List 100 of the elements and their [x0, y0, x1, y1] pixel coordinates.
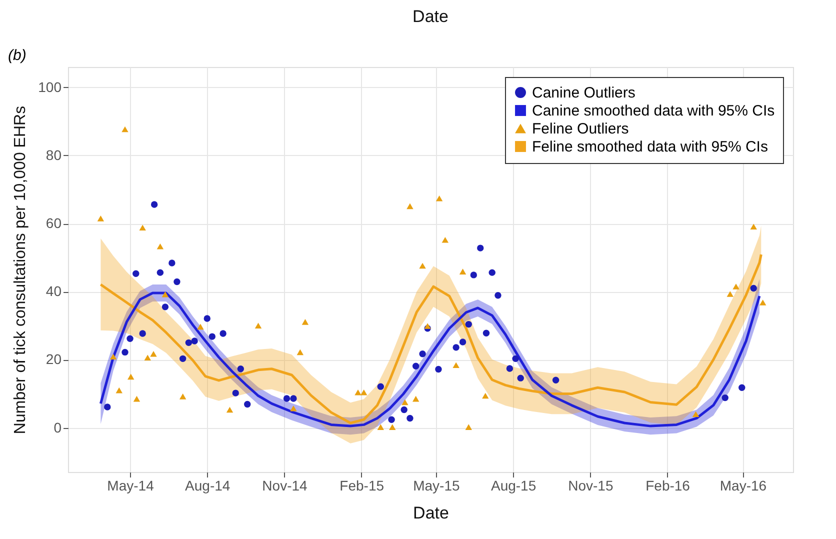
- legend-label: Feline Outliers: [532, 120, 629, 138]
- point: [494, 292, 502, 299]
- point: [139, 330, 146, 337]
- point: [470, 272, 478, 278]
- point: [738, 384, 746, 391]
- point: [512, 355, 519, 362]
- point: [162, 291, 169, 298]
- point: [133, 396, 140, 402]
- point: [400, 406, 408, 414]
- point: [459, 338, 466, 346]
- x-tick-label: May-14: [107, 478, 154, 494]
- point: [419, 350, 426, 358]
- point: [759, 300, 766, 306]
- point: [174, 278, 180, 286]
- x-tick-label: May-15: [413, 478, 460, 494]
- point: [232, 390, 239, 396]
- point: [191, 338, 198, 344]
- point: [168, 260, 176, 266]
- point: [732, 284, 740, 290]
- point: [465, 320, 472, 328]
- x-tick-label: Feb-15: [340, 478, 384, 494]
- point: [406, 203, 414, 210]
- point: [226, 406, 234, 413]
- point: [726, 291, 734, 297]
- point: [488, 269, 496, 276]
- point: [290, 405, 297, 412]
- x-tick-label: Nov-14: [262, 478, 308, 494]
- point: [406, 414, 414, 422]
- x-tick-label: Aug-14: [185, 478, 230, 494]
- point: [296, 349, 304, 356]
- point: [128, 374, 134, 380]
- point: [104, 404, 111, 410]
- point: [162, 304, 169, 310]
- point: [750, 224, 757, 230]
- point: [139, 224, 146, 231]
- x2-axis-title: Date: [412, 7, 448, 26]
- x-tick-label: Nov-15: [568, 478, 614, 494]
- point: [116, 387, 122, 394]
- point: [506, 365, 514, 372]
- point: [156, 243, 164, 250]
- point: [122, 126, 128, 132]
- point: [477, 244, 484, 252]
- point: [354, 389, 362, 396]
- point: [220, 330, 226, 337]
- point: [424, 323, 431, 329]
- y-tick-label: 60: [46, 215, 62, 232]
- y-tick-label: 100: [38, 78, 62, 95]
- point: [150, 351, 157, 357]
- legend-label: Canine Outliers: [532, 84, 636, 102]
- point: [204, 315, 210, 322]
- x-tick-label: May-16: [720, 478, 767, 494]
- point: [290, 395, 297, 402]
- y-tick-label: 40: [46, 283, 62, 300]
- point: [412, 362, 420, 370]
- point: [126, 335, 134, 342]
- point: [452, 362, 460, 368]
- point: [360, 389, 368, 396]
- point: [412, 396, 420, 402]
- y-tick-label: 0: [54, 419, 62, 436]
- point: [156, 269, 164, 276]
- point: [452, 344, 460, 351]
- point: [459, 268, 466, 274]
- point: [377, 424, 384, 430]
- point: [110, 354, 117, 360]
- line-series: [99, 253, 762, 424]
- point: [150, 201, 158, 208]
- point: [377, 383, 384, 390]
- y-tick-label: 20: [46, 351, 62, 368]
- point: [482, 392, 489, 399]
- point: [388, 416, 395, 423]
- x-tick-label: Feb-16: [646, 478, 690, 494]
- y-axis-title: Number of tick consultations per 10,000 EHRs: [12, 106, 30, 434]
- point: [402, 399, 408, 406]
- point: [302, 319, 309, 325]
- point: [97, 216, 104, 222]
- point: [254, 322, 262, 329]
- point: [419, 262, 426, 269]
- point: [197, 324, 204, 330]
- point: [208, 333, 216, 340]
- point: [722, 394, 728, 402]
- point: [144, 354, 151, 361]
- point: [750, 284, 757, 292]
- point: [185, 339, 192, 346]
- x-tick-label: Aug-15: [490, 478, 536, 494]
- point: [435, 366, 442, 373]
- legend-label: Canine smoothed data with 95% CIs: [532, 102, 775, 120]
- point: [517, 374, 524, 382]
- point: [179, 355, 186, 362]
- y-tick-label: 80: [46, 146, 62, 163]
- point: [482, 330, 490, 336]
- point: [436, 195, 443, 202]
- text: (b): [8, 47, 26, 64]
- point: [244, 400, 251, 408]
- point: [132, 270, 140, 277]
- legend-label: Feline smoothed data with 95% CIs: [532, 138, 768, 156]
- point: [552, 376, 560, 384]
- x-axis-title: Date: [413, 504, 449, 522]
- point: [389, 424, 396, 430]
- point: [442, 236, 449, 243]
- point: [283, 395, 290, 402]
